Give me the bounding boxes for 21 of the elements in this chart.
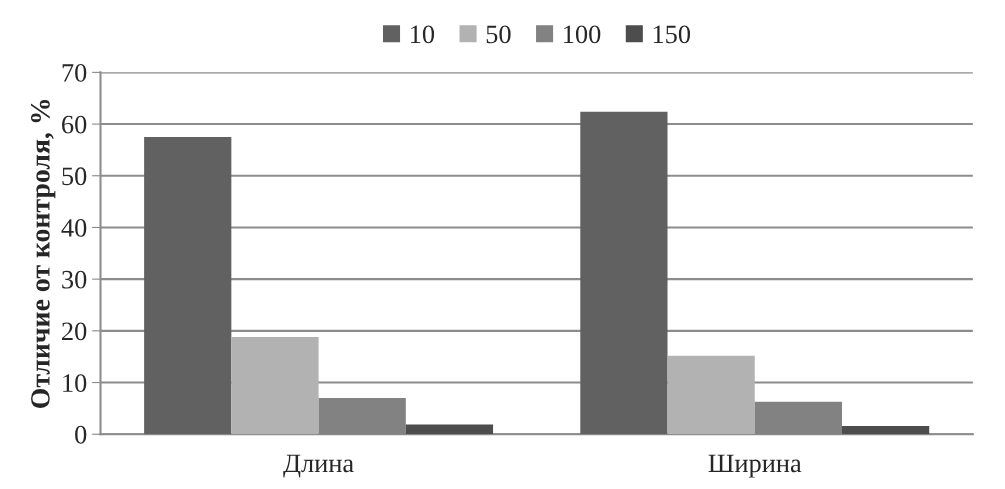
y-tick-label: 20: [62, 322, 87, 341]
x-tick-label: Длина: [283, 454, 354, 478]
bar: [231, 337, 319, 435]
legend-label: 100: [564, 25, 601, 44]
legend-label: 150: [653, 25, 691, 44]
legend-label: 10: [411, 25, 435, 44]
y-tick-label: 30: [62, 270, 87, 289]
y-tick-label: 10: [63, 374, 87, 392]
y-tick-label: 70: [62, 63, 87, 82]
y-tick-label: 0: [75, 425, 87, 444]
legend-label: 50: [486, 25, 511, 44]
bar: [667, 355, 755, 435]
bar: [405, 424, 494, 435]
y-axis-title: Отличие от контроля, %: [30, 99, 56, 408]
y-tick-label: 40: [61, 219, 87, 237]
bar: [841, 425, 930, 435]
x-tick-label: Ширина: [708, 454, 802, 478]
y-tick-label: 50: [62, 167, 87, 186]
bar: [144, 136, 232, 435]
y-tick-label: 60: [62, 115, 87, 134]
bar: [580, 111, 668, 435]
